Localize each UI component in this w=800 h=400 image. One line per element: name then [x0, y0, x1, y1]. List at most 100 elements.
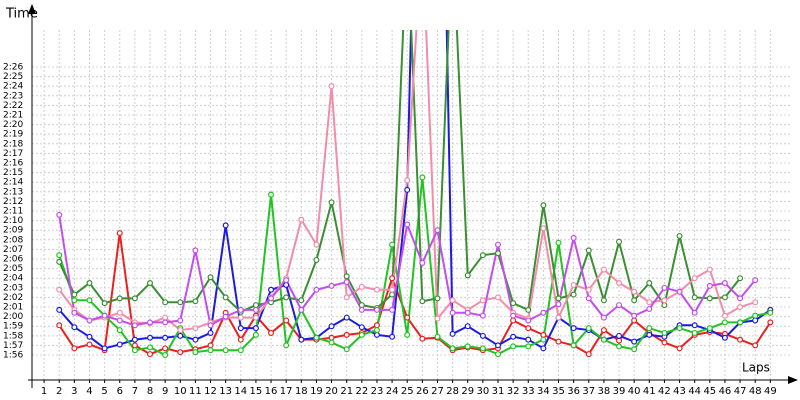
point [101, 345, 108, 352]
x-tick-label: 47 [734, 386, 747, 397]
y-tick-label: 2:07 [3, 245, 23, 255]
x-tick-label: 46 [719, 386, 732, 397]
point [283, 281, 290, 288]
point [631, 317, 638, 324]
point [71, 297, 78, 304]
point [328, 339, 335, 346]
x-tick-label: 40 [628, 386, 641, 397]
x-tick-label: 12 [204, 386, 217, 397]
x-tick-label: 22 [355, 386, 368, 397]
point [162, 314, 169, 321]
point [283, 294, 290, 301]
y-tick-label: 2:01 [3, 303, 23, 313]
point [207, 274, 214, 281]
point [706, 282, 713, 289]
point [691, 322, 698, 329]
point [131, 322, 138, 329]
ticks: 1:561:571:581:592:002:012:022:032:042:05… [3, 62, 777, 397]
x-tick-label: 49 [764, 386, 777, 397]
point [268, 191, 275, 198]
x-tick-label: 37 [582, 386, 595, 397]
point [600, 336, 607, 343]
point [131, 336, 138, 343]
point [86, 333, 93, 340]
point [358, 324, 365, 331]
point [131, 347, 138, 354]
x-tick-label: 17 [280, 386, 293, 397]
point [706, 295, 713, 302]
y-tick-label: 2:18 [3, 139, 23, 149]
point [510, 333, 517, 340]
point [192, 349, 199, 356]
x-tick-label: 26 [416, 386, 429, 397]
x-tick-label: 13 [219, 386, 232, 397]
point [343, 279, 350, 286]
point [192, 325, 199, 332]
point [691, 309, 698, 316]
point [343, 346, 350, 353]
point [706, 266, 713, 273]
x-tick-label: 29 [461, 386, 474, 397]
x-tick-label: 11 [189, 386, 202, 397]
point [646, 280, 653, 287]
point [570, 281, 577, 288]
point [767, 309, 774, 316]
point [525, 325, 532, 332]
point [479, 312, 486, 319]
x-tick-label: 25 [401, 386, 414, 397]
point [252, 314, 259, 321]
point [404, 314, 411, 321]
point [600, 314, 607, 321]
point [616, 343, 623, 350]
x-tick-label: 38 [598, 386, 611, 397]
point [721, 334, 728, 341]
point [555, 314, 562, 321]
point [555, 295, 562, 302]
point [207, 342, 214, 349]
y-tick-label: 2:23 [3, 91, 23, 101]
x-tick-label: 45 [703, 386, 716, 397]
point [116, 317, 123, 324]
point [373, 331, 380, 338]
point [555, 301, 562, 308]
point [147, 344, 154, 351]
point [464, 309, 471, 316]
point [752, 342, 759, 349]
point [252, 331, 259, 338]
point [71, 324, 78, 331]
x-tick-label: 21 [340, 386, 353, 397]
point [207, 347, 214, 354]
y-tick-label: 2:13 [3, 187, 23, 197]
x-tick-label: 27 [431, 386, 444, 397]
point [252, 306, 259, 313]
point [116, 341, 123, 348]
point [752, 299, 759, 306]
point [147, 319, 154, 326]
point [540, 202, 547, 209]
y-tick-label: 2:08 [3, 235, 23, 245]
point [162, 299, 169, 306]
y-tick-label: 2:24 [3, 82, 23, 92]
point [192, 298, 199, 305]
y-tick-label: 2:14 [3, 178, 23, 188]
point [162, 345, 169, 352]
point [600, 266, 607, 273]
point [434, 295, 441, 302]
point [313, 286, 320, 293]
plot-area [56, 30, 774, 359]
x-tick-label: 30 [476, 386, 489, 397]
point [540, 331, 547, 338]
point [131, 295, 138, 302]
point [373, 306, 380, 313]
point [358, 283, 365, 290]
point [540, 309, 547, 316]
point [116, 295, 123, 302]
x-tick-label: 14 [234, 386, 247, 397]
point [737, 295, 744, 302]
x-tick-label: 32 [507, 386, 520, 397]
point [237, 347, 244, 354]
x-tick-label: 33 [522, 386, 535, 397]
point [147, 280, 154, 287]
